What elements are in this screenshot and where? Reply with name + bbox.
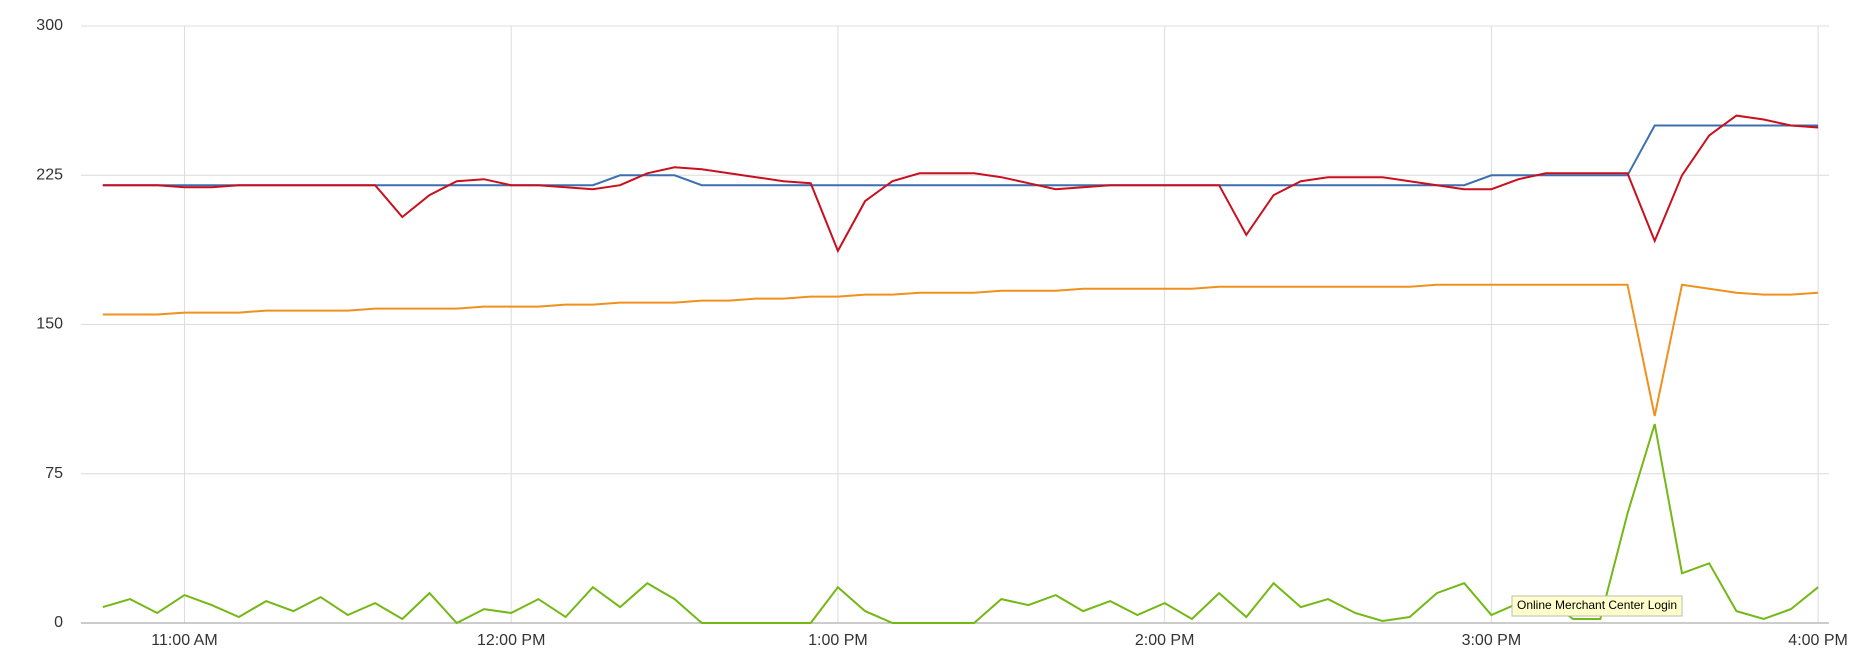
annotation-box [1511,595,1683,617]
series-line [102,124,1819,187]
series-line [102,423,1819,625]
y-tick-label: 300 [36,17,63,34]
series-line [102,114,1819,254]
y-tick-label: 150 [36,316,63,333]
x-tick-label: 12:00 PM [477,632,545,649]
annotation: Online Merchant Center Login [1511,595,1683,617]
x-tick-label: 2:00 PM [1135,632,1195,649]
y-tick-label: 75 [45,465,63,482]
annotation-text: Online Merchant Center Login [1517,598,1677,612]
x-tick-label: 1:00 PM [808,632,868,649]
y-tick-label: 225 [36,166,63,183]
x-tick-label: 3:00 PM [1462,632,1522,649]
x-tick-label: 11:00 AM [151,632,217,649]
series-line [102,283,1819,417]
x-tick-label: 4:00 PM [1788,632,1848,649]
y-tick-label: 0 [54,614,63,631]
